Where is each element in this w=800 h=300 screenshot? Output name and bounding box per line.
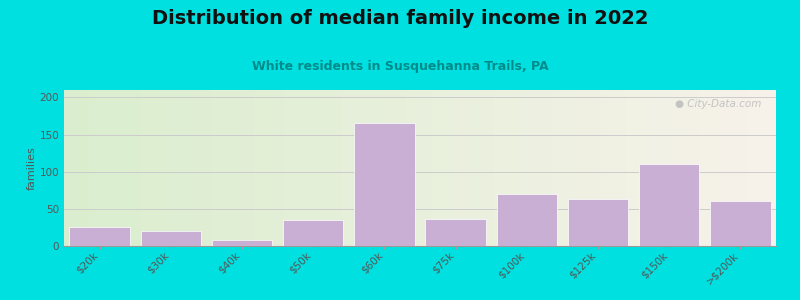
- Bar: [639, 164, 699, 246]
- Bar: [141, 231, 201, 246]
- Text: White residents in Susquehanna Trails, PA: White residents in Susquehanna Trails, P…: [252, 60, 548, 73]
- Bar: [710, 201, 770, 246]
- Y-axis label: families: families: [26, 146, 37, 190]
- Bar: [426, 218, 486, 246]
- Bar: [70, 227, 130, 246]
- Bar: [283, 220, 343, 246]
- Text: Distribution of median family income in 2022: Distribution of median family income in …: [152, 9, 648, 28]
- Bar: [568, 199, 628, 246]
- Text: ● City-Data.com: ● City-Data.com: [675, 99, 762, 110]
- Bar: [212, 240, 272, 246]
- Bar: [497, 194, 557, 246]
- Bar: [354, 123, 414, 246]
